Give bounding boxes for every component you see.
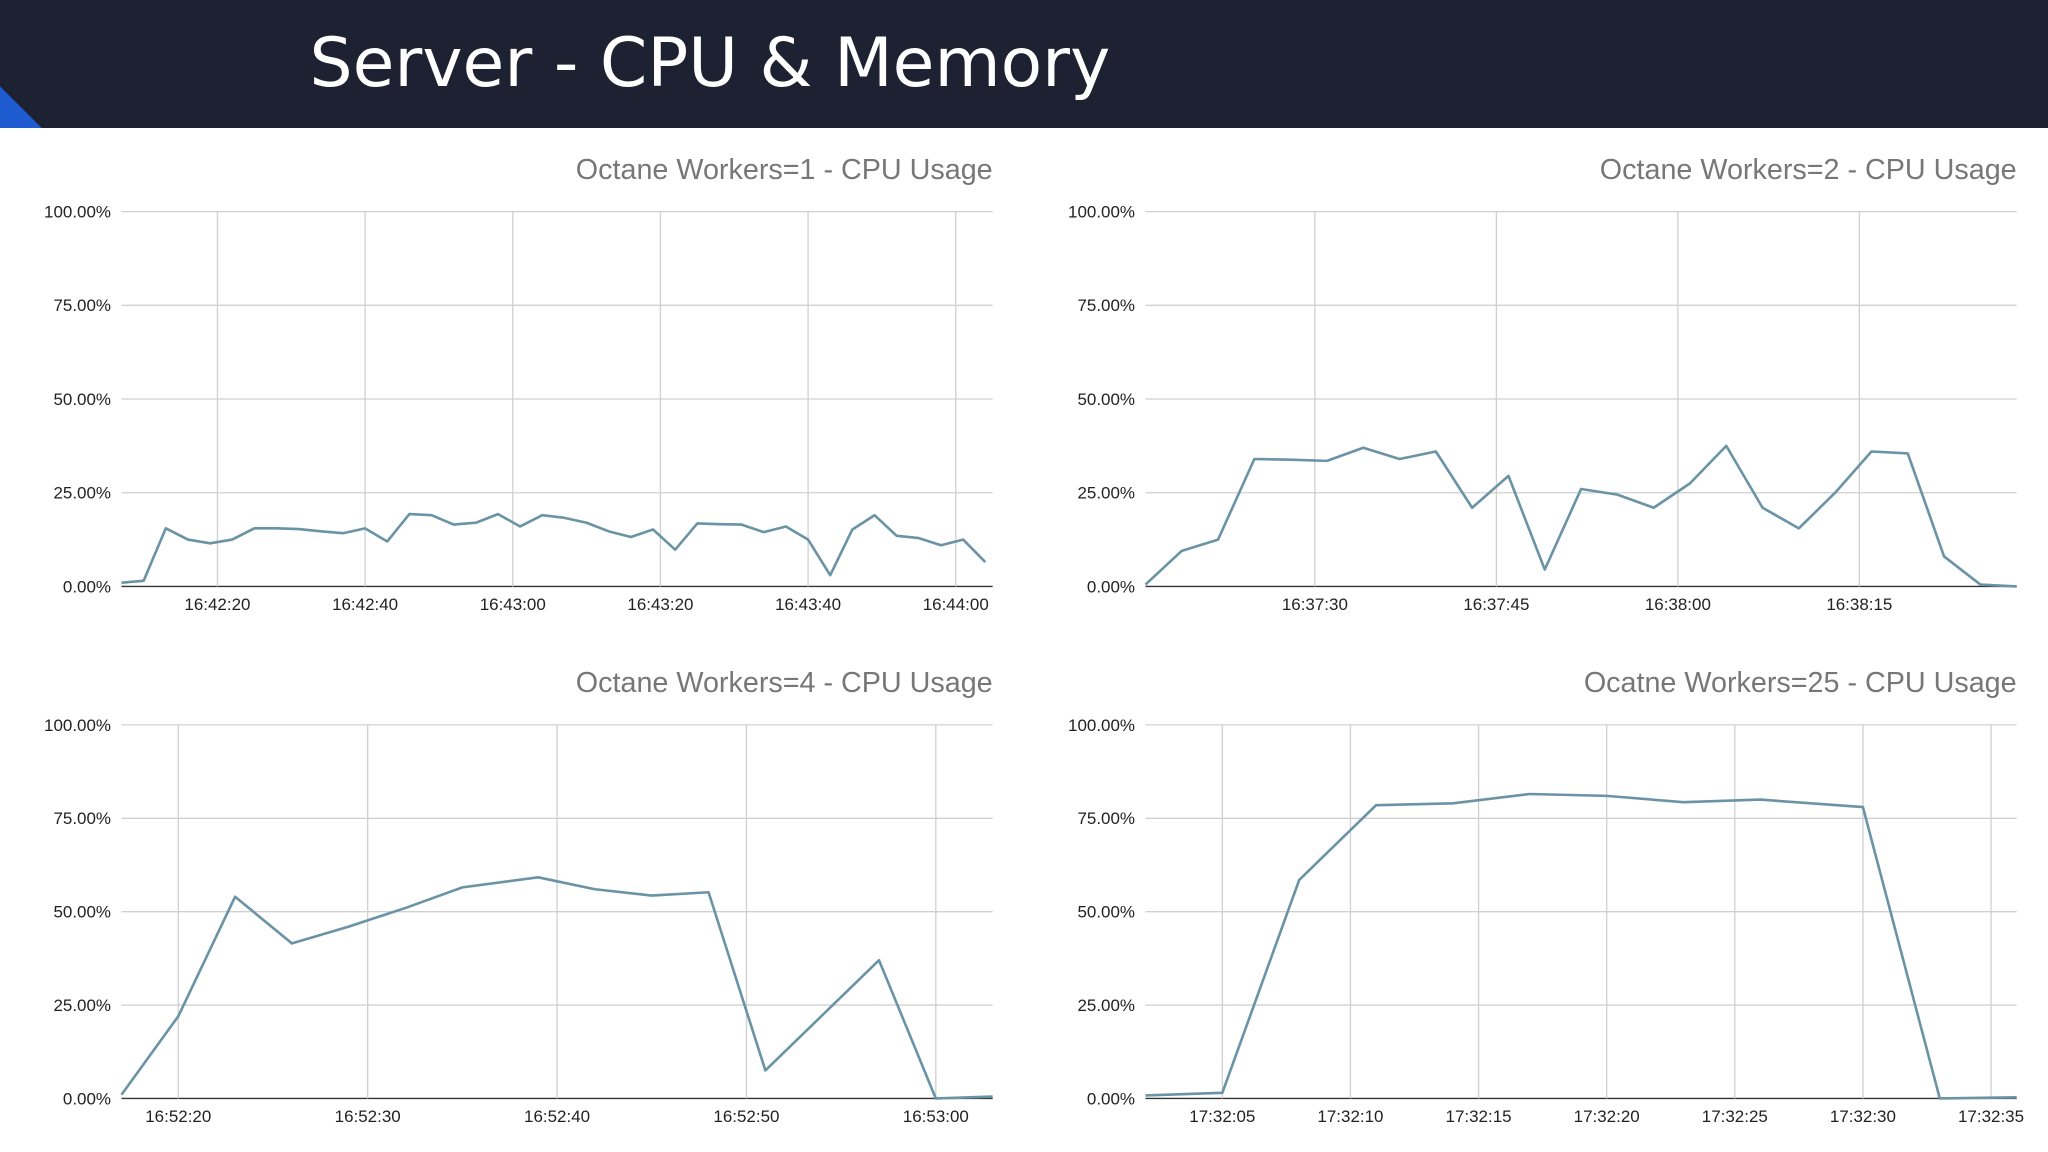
x-tick-label: 16:37:45 [1463, 595, 1529, 614]
y-tick-label: 0.00% [63, 577, 111, 596]
x-tick-label: 16:52:20 [145, 1107, 211, 1126]
x-tick-label: 17:32:30 [1830, 1107, 1896, 1126]
x-tick-label: 16:52:40 [524, 1107, 590, 1126]
y-tick-label: 100.00% [44, 202, 111, 221]
y-tick-label: 50.00% [1077, 903, 1135, 922]
x-tick-label: 16:38:15 [1826, 595, 1892, 614]
x-tick-label: 17:32:35 [1958, 1107, 2024, 1126]
header-bar [0, 0, 2048, 128]
x-tick-label: 17:32:05 [1189, 1107, 1255, 1126]
x-tick-label: 16:38:00 [1645, 595, 1711, 614]
y-tick-label: 0.00% [1087, 577, 1135, 596]
x-tick-label: 16:37:30 [1282, 595, 1348, 614]
slide-title: Server - CPU & Memory [310, 24, 1111, 103]
x-tick-label: 16:52:50 [713, 1107, 779, 1126]
x-tick-label: 17:32:20 [1574, 1107, 1640, 1126]
cpu-line [1145, 792, 2017, 1100]
y-tick-label: 100.00% [44, 716, 111, 735]
chart-title: Octane Workers=1 - CPU Usage [576, 154, 993, 186]
y-tick-label: 0.00% [63, 1089, 111, 1108]
y-tick-label: 75.00% [1077, 296, 1135, 315]
y-tick-label: 25.00% [53, 484, 111, 503]
y-tick-label: 0.00% [1087, 1089, 1135, 1108]
chart-title: Octane Workers=4 - CPU Usage [576, 667, 993, 699]
y-tick-label: 100.00% [1068, 716, 1135, 735]
x-tick-label: 16:52:30 [335, 1107, 401, 1126]
cpu-line [1144, 444, 2017, 588]
x-tick-label: 16:42:40 [332, 595, 398, 614]
y-tick-label: 100.00% [1068, 202, 1135, 221]
y-tick-label: 25.00% [1077, 484, 1135, 503]
y-tick-label: 25.00% [1077, 996, 1135, 1015]
x-tick-label: 17:32:15 [1446, 1107, 1512, 1126]
x-tick-label: 16:44:00 [923, 595, 989, 614]
chart-title: Ocatne Workers=25 - CPU Usage [1584, 667, 2017, 699]
y-tick-label: 50.00% [53, 390, 111, 409]
y-tick-label: 50.00% [53, 903, 111, 922]
x-tick-label: 16:53:00 [903, 1107, 969, 1126]
x-tick-label: 17:32:10 [1317, 1107, 1383, 1126]
y-tick-label: 50.00% [1077, 390, 1135, 409]
cpu-line [121, 512, 987, 585]
y-tick-label: 25.00% [53, 996, 111, 1015]
cpu-line [120, 876, 993, 1100]
x-tick-label: 16:43:40 [775, 595, 841, 614]
x-tick-label: 16:42:20 [184, 595, 250, 614]
x-tick-label: 16:43:20 [627, 595, 693, 614]
chart-title: Octane Workers=2 - CPU Usage [1600, 154, 2017, 186]
y-tick-label: 75.00% [53, 809, 111, 828]
x-tick-label: 16:43:00 [480, 595, 546, 614]
x-tick-label: 17:32:25 [1702, 1107, 1768, 1126]
y-tick-label: 75.00% [53, 296, 111, 315]
y-tick-label: 75.00% [1077, 809, 1135, 828]
